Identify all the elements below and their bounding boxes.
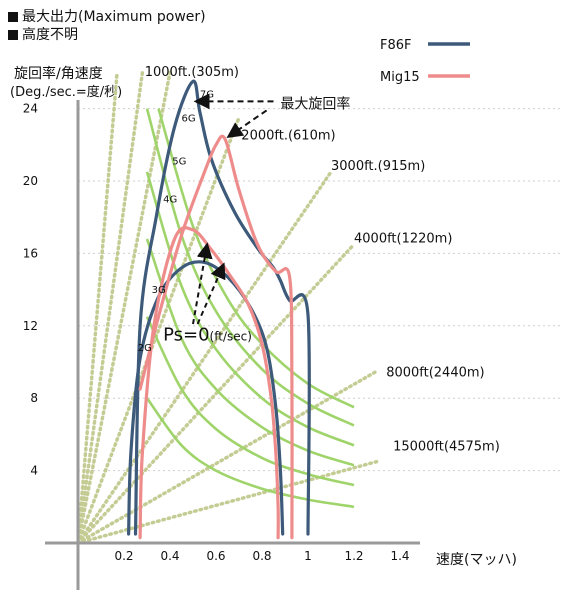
chart-title: 最大出力(Maximum power) — [8, 8, 206, 26]
y-tick-label: 20 — [23, 174, 38, 188]
altitude-line-7 — [76, 459, 379, 545]
altitude-label: 4000ft(1220m) — [354, 232, 452, 247]
ps-label-main: Ps=0 — [163, 324, 209, 345]
altitude-line-5 — [76, 242, 356, 545]
grid-lines — [78, 108, 560, 472]
ps-arrow-2 — [196, 262, 226, 325]
legend-label-Mig15: Mig15 — [380, 70, 420, 85]
altitude-label: 3000ft.(915m) — [331, 159, 425, 174]
bullet-square-icon — [8, 12, 18, 22]
y-tick-label: 16 — [23, 246, 38, 260]
subtitle-text: 高度不明 — [22, 27, 78, 43]
altitude-lines — [76, 70, 379, 545]
altitude-line-2 — [76, 70, 172, 545]
y-tick-label: 24 — [23, 102, 38, 116]
max-turn-label: 最大旋回率 — [280, 96, 350, 113]
x-tick-label: 0.4 — [160, 549, 179, 563]
altitude-label: 1000ft.(305m) — [145, 65, 239, 80]
x-tick-label: 0.6 — [206, 549, 225, 563]
ps-label: Ps=0(ft/sec) — [163, 324, 252, 345]
g-label-3G: 3G — [152, 285, 166, 296]
ps-arrow-1 — [192, 242, 213, 325]
y-axis-title: 旋回率/角速度 — [14, 66, 103, 82]
altitude-line-0 — [76, 70, 119, 545]
x-axis-title: 速度(マッハ) — [436, 552, 517, 568]
y-tick-label: 12 — [23, 319, 38, 333]
chart-subtitle: 高度不明 — [8, 26, 78, 44]
y-tick-label: 4 — [30, 464, 38, 478]
altitude-label: 15000ft(4575m) — [393, 440, 500, 455]
x-tick-label: 1 — [304, 549, 312, 563]
series-Mig15-2 — [138, 134, 294, 540]
x-tick-label: 0.2 — [114, 549, 133, 563]
g-label-2G: 2G — [138, 343, 152, 354]
legend: F86F Mig15 — [380, 38, 470, 85]
x-tick-label: 1.2 — [344, 549, 363, 563]
g-label-4G: 4G — [163, 195, 177, 206]
title-text: 最大出力(Maximum power) — [22, 9, 206, 25]
x-tick-label: 0.8 — [252, 549, 271, 563]
g-line-3G — [145, 316, 355, 487]
legend-label-F86F: F86F — [380, 38, 412, 53]
tick-labels: 0.2 0.4 0.6 0.8 1 1.2 1.4 4 8 12 16 20 24 — [23, 102, 410, 563]
chart-labels: 2G 3G 4G 5G 6G 7G 1000ft.(305m) 2000ft.(610m) 30… — [138, 65, 500, 455]
altitude-line-4 — [76, 170, 333, 545]
bullet-square-icon — [8, 30, 18, 40]
g-label-6G: 6G — [182, 113, 196, 124]
g-label-7G: 7G — [200, 90, 214, 101]
altitude-line-1 — [76, 70, 145, 545]
g-line-2G — [145, 397, 355, 509]
ps-label-unit: (ft/sec) — [210, 329, 252, 343]
altitude-label: 2000ft.(610m) — [241, 128, 335, 143]
series-F86F-0 — [133, 79, 311, 536]
altitude-label: 8000ft(2440m) — [386, 365, 484, 380]
y-tick-label: 8 — [30, 391, 38, 405]
altitude-line-3 — [76, 115, 241, 545]
axes — [45, 100, 420, 590]
y-axis-unit: (Deg./sec.=度/秒) — [10, 85, 123, 100]
x-tick-label: 1.4 — [390, 549, 409, 563]
series-F86F-1 — [127, 260, 285, 536]
g-label-5G: 5G — [172, 157, 186, 168]
max-turn-arrow-2 — [226, 109, 268, 139]
